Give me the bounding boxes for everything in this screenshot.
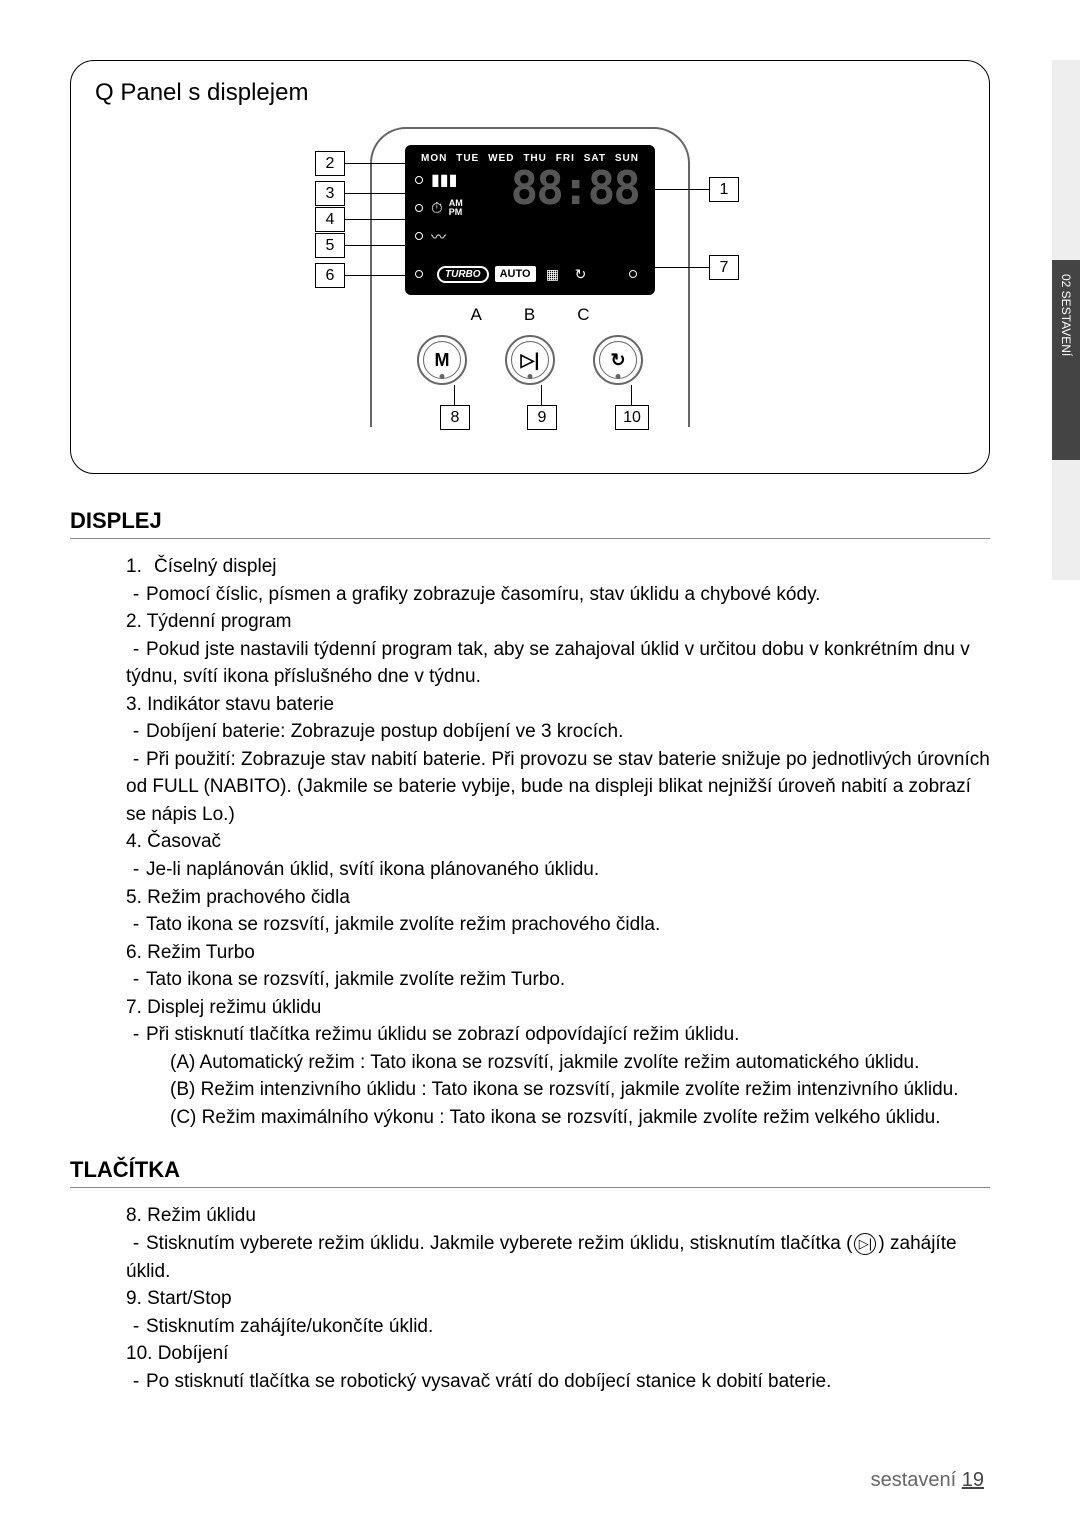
led-icon bbox=[629, 270, 637, 278]
label-a: A bbox=[471, 305, 482, 325]
abc-labels: A B C bbox=[471, 305, 590, 325]
led-icon bbox=[415, 270, 423, 278]
panel-title: Q Panel s displejem bbox=[95, 79, 965, 107]
device-screen: MON TUE WED THU FRI SAT SUN 88:88 ▮▮▮ ⏱ … bbox=[405, 145, 655, 295]
leader bbox=[345, 219, 405, 220]
callout-10: 10 bbox=[615, 405, 649, 430]
repeat-icon: ↻ bbox=[570, 263, 592, 285]
leader bbox=[345, 275, 405, 276]
day: MON bbox=[421, 153, 447, 164]
day: TUE bbox=[456, 153, 479, 164]
leader bbox=[541, 385, 542, 405]
label-b: B bbox=[524, 305, 535, 325]
callout-9: 9 bbox=[527, 405, 557, 430]
rule bbox=[70, 1187, 990, 1188]
led-icon bbox=[415, 176, 423, 184]
displej-content: 1.Číselný displej -Pomocí číslic, písmen… bbox=[70, 553, 990, 1131]
label-c: C bbox=[577, 305, 589, 325]
callout-3: 3 bbox=[315, 181, 345, 206]
footer: sestavení 19 bbox=[871, 1469, 984, 1492]
led-icon bbox=[415, 232, 423, 240]
callout-1: 1 bbox=[709, 177, 739, 202]
start-stop-button[interactable]: ▷| bbox=[505, 335, 555, 385]
leader bbox=[655, 189, 709, 190]
pm-label: PM bbox=[449, 208, 463, 217]
section-displej: DISPLEJ bbox=[70, 508, 990, 534]
callout-4: 4 bbox=[315, 207, 345, 232]
auto-badge: AUTO bbox=[495, 266, 536, 282]
page-number: 19 bbox=[962, 1469, 984, 1491]
leader bbox=[345, 245, 405, 246]
play-icon: ▷| bbox=[854, 1233, 876, 1255]
callout-2: 2 bbox=[315, 151, 345, 176]
callout-7: 7 bbox=[709, 255, 739, 280]
clock-icon: ⏱ bbox=[431, 200, 443, 217]
leader bbox=[454, 385, 455, 405]
leader bbox=[655, 267, 709, 268]
panel-box: Q Panel s displejem MON TUE WED THU FRI … bbox=[70, 60, 990, 474]
mode-button[interactable]: M bbox=[417, 335, 467, 385]
turbo-label: TURBO bbox=[437, 266, 489, 283]
device-outline: MON TUE WED THU FRI SAT SUN 88:88 ▮▮▮ ⏱ … bbox=[370, 127, 690, 427]
time-digits: 88:88 bbox=[511, 169, 639, 208]
battery-icon: ▮▮▮ bbox=[431, 170, 457, 190]
callout-6: 6 bbox=[315, 263, 345, 288]
callout-8: 8 bbox=[440, 405, 470, 430]
led-icon bbox=[415, 204, 423, 212]
section-tlacitka: TLAČÍTKA bbox=[70, 1157, 990, 1183]
leader bbox=[345, 193, 405, 194]
diagram: MON TUE WED THU FRI SAT SUN 88:88 ▮▮▮ ⏱ … bbox=[95, 115, 965, 445]
callout-5: 5 bbox=[315, 233, 345, 258]
spot-icon: ▦ bbox=[542, 263, 564, 285]
dust-icon: 〰 bbox=[431, 226, 446, 247]
rule bbox=[70, 538, 990, 539]
page: Q Panel s displejem MON TUE WED THU FRI … bbox=[0, 0, 1080, 1435]
leader bbox=[345, 163, 405, 164]
button-row: M ▷| ↻ bbox=[417, 335, 643, 385]
leader bbox=[631, 385, 632, 405]
tlacitka-content: 8. Režim úklidu -Stisknutím vyberete rež… bbox=[70, 1202, 990, 1395]
recharge-button[interactable]: ↻ bbox=[593, 335, 643, 385]
footer-label: sestavení bbox=[871, 1469, 957, 1491]
